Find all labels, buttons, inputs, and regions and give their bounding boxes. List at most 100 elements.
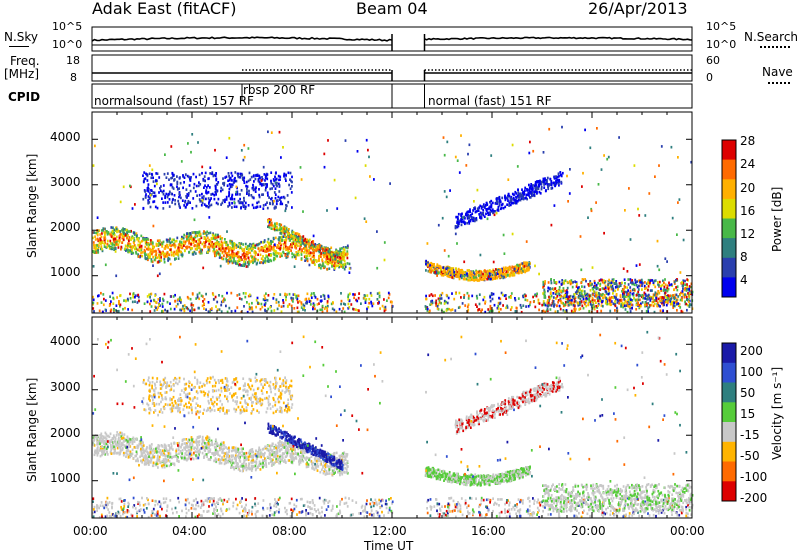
data-cell bbox=[460, 220, 463, 224]
data-cell bbox=[148, 293, 150, 297]
data-cell bbox=[117, 309, 120, 313]
data-cell bbox=[132, 236, 134, 240]
data-cell bbox=[236, 255, 239, 259]
data-cell bbox=[134, 245, 137, 249]
data-cell bbox=[571, 285, 574, 289]
data-cell bbox=[666, 289, 669, 293]
data-cell bbox=[218, 252, 221, 256]
data-cell bbox=[267, 220, 269, 223]
data-cell bbox=[491, 201, 494, 205]
data-cell bbox=[501, 274, 504, 277]
data-cell bbox=[615, 280, 618, 283]
data-cell bbox=[308, 238, 311, 242]
data-cell bbox=[164, 201, 167, 204]
data-cell bbox=[629, 286, 632, 289]
data-cell bbox=[128, 239, 130, 242]
data-cell bbox=[139, 255, 141, 259]
data-cell bbox=[213, 197, 216, 201]
data-cell bbox=[117, 246, 120, 249]
data-cell bbox=[225, 195, 228, 199]
data-cell bbox=[156, 243, 159, 246]
data-cell bbox=[539, 179, 541, 183]
data-cell bbox=[529, 140, 531, 144]
data-cell bbox=[564, 279, 567, 282]
data-cell bbox=[363, 296, 366, 300]
data-cell bbox=[467, 278, 470, 282]
data-cell bbox=[300, 257, 303, 260]
data-cell bbox=[354, 308, 357, 311]
data-cell bbox=[334, 251, 337, 254]
data-cell bbox=[134, 203, 136, 206]
data-cell bbox=[517, 267, 520, 271]
data-cell bbox=[324, 305, 327, 309]
data-cell bbox=[297, 301, 299, 304]
data-cell bbox=[690, 282, 693, 286]
data-cell bbox=[509, 200, 512, 203]
data-cell bbox=[549, 297, 551, 301]
data-cell bbox=[276, 244, 279, 247]
data-cell bbox=[366, 307, 368, 311]
data-cell bbox=[440, 297, 443, 300]
data-cell bbox=[222, 257, 225, 261]
data-cell bbox=[301, 249, 303, 253]
data-cell bbox=[633, 164, 636, 167]
data-cell bbox=[497, 205, 500, 209]
data-cell bbox=[370, 294, 373, 297]
data-cell bbox=[244, 295, 247, 299]
data-cell bbox=[291, 206, 293, 209]
data-cell bbox=[520, 310, 523, 314]
data-cell bbox=[161, 245, 164, 248]
data-cell bbox=[447, 296, 450, 300]
data-cell bbox=[615, 295, 617, 299]
data-cell bbox=[176, 236, 179, 240]
data-cell bbox=[340, 292, 342, 295]
data-cell bbox=[271, 200, 274, 203]
data-cell bbox=[340, 302, 342, 306]
data-cell bbox=[506, 267, 508, 270]
data-cell bbox=[190, 150, 192, 154]
data-cell bbox=[316, 303, 319, 306]
data-cell bbox=[128, 250, 131, 254]
data-cell bbox=[258, 302, 260, 305]
data-cell bbox=[321, 264, 323, 268]
data-cell bbox=[479, 204, 482, 208]
data-cell bbox=[197, 231, 200, 235]
data-cell bbox=[546, 180, 548, 183]
data-cell bbox=[328, 250, 331, 253]
data-cell bbox=[147, 258, 149, 262]
data-cell bbox=[168, 190, 171, 194]
data-cell bbox=[124, 244, 127, 248]
data-cell bbox=[652, 293, 655, 296]
data-cell bbox=[368, 297, 371, 301]
data-cell bbox=[163, 260, 166, 264]
data-cell bbox=[628, 303, 631, 307]
data-cell bbox=[567, 200, 569, 203]
data-cell bbox=[175, 305, 178, 308]
data-cell bbox=[260, 302, 263, 306]
data-cell bbox=[183, 307, 186, 311]
data-cell bbox=[510, 296, 512, 299]
data-cell bbox=[285, 246, 288, 250]
data-cell bbox=[617, 299, 620, 303]
data-cell bbox=[242, 178, 244, 181]
data-cell bbox=[524, 189, 526, 192]
data-cell bbox=[307, 245, 310, 248]
data-cell bbox=[441, 272, 444, 275]
data-cell bbox=[536, 191, 538, 194]
data-cell bbox=[162, 240, 165, 244]
data-cell bbox=[474, 210, 477, 214]
data-cell bbox=[191, 133, 194, 136]
data-cell bbox=[439, 294, 441, 297]
data-cell bbox=[443, 269, 445, 273]
data-cell bbox=[686, 308, 688, 312]
data-cell bbox=[557, 301, 559, 304]
data-cell bbox=[236, 193, 239, 196]
data-cell bbox=[279, 293, 282, 296]
data-cell bbox=[448, 270, 451, 274]
data-cell bbox=[174, 257, 176, 261]
data-cell bbox=[247, 248, 250, 252]
data-cell bbox=[506, 274, 509, 277]
data-cell bbox=[338, 253, 341, 256]
data-cell bbox=[176, 251, 178, 255]
data-cell bbox=[142, 180, 145, 184]
